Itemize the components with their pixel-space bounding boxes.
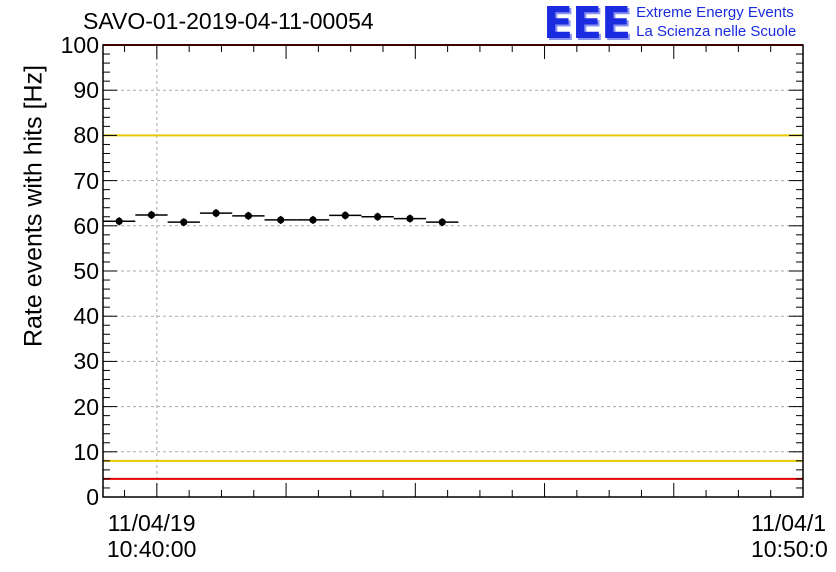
y-tick-label: 30 [73,348,99,375]
x-tick-time: 10:50:0 [751,536,828,562]
logo-line1: Extreme Energy Events [636,4,794,21]
data-point [374,213,382,221]
y-tick-label: 100 [60,32,99,58]
y-tick-label: 40 [73,303,99,330]
eee-logo: EEE Extreme Energy Events La Scienza nel… [543,2,796,46]
x-tick-label: 11/04/19 10:40:00 [107,510,197,562]
x-tick-date: 11/04/19 [107,510,196,536]
data-point [115,217,123,225]
y-tick-label: 50 [73,258,99,284]
y-tick-label: 20 [73,393,99,420]
logo-mark: EEE [543,0,631,49]
chart-title: SAVO-01-2019-04-11-00054 [83,8,374,34]
y-tick-label: 80 [73,122,99,149]
x-tick-time: 10:40:00 [106,536,197,562]
y-tick-label: 70 [73,167,99,194]
data-point [147,211,156,219]
data-point [277,216,285,224]
data-point [438,218,446,226]
data-point [309,216,317,224]
data-point [244,212,252,220]
y-tick-label: 10 [73,438,99,465]
x-tick-label: 11/04/1 10:50:0 [751,510,828,562]
logo-line2: La Scienza nelle Scuole [636,23,797,40]
data-point [180,218,188,226]
data-point [406,214,414,223]
x-tick-date: 11/04/1 [751,510,827,536]
y-tick-label: 90 [73,77,99,104]
logo-text: Extreme Energy Events La Scienza nelle S… [636,3,796,41]
data-point [341,211,349,220]
data-point [212,209,220,217]
y-tick-label: 0 [86,484,99,510]
y-tick-label: 60 [73,212,99,239]
